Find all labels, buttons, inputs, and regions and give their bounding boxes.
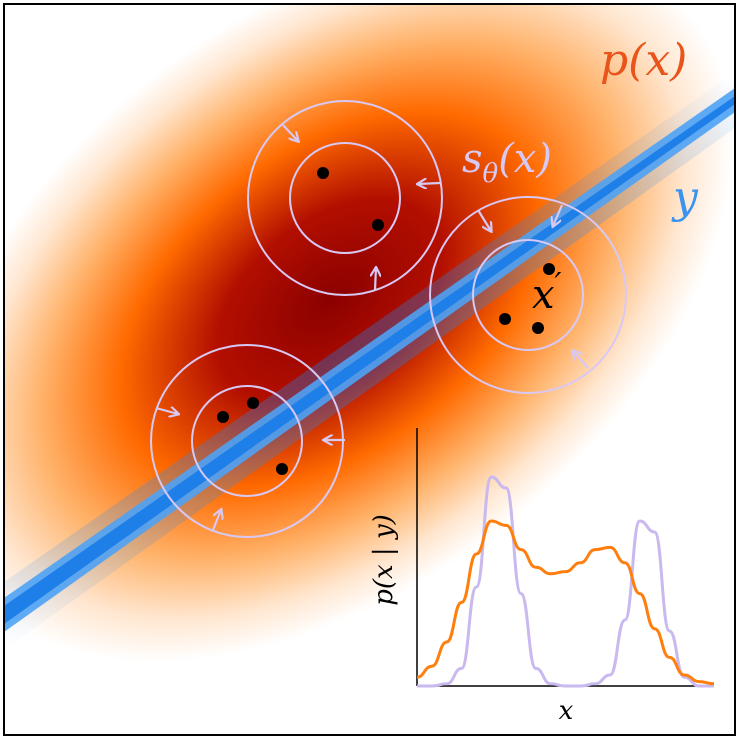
inner-circle [191,385,303,497]
inset-y-label: p(x | y) [369,514,399,606]
sample-point [247,397,259,409]
inner-circle [289,142,401,254]
frame [3,3,736,736]
sample-point [532,322,544,334]
sample-point [543,263,555,275]
sample-point [499,313,511,325]
sample-point [276,463,288,475]
sample-point [217,411,229,423]
inset-series-0 [417,475,714,688]
density-label: p(x) [600,35,687,86]
sample-points [217,167,555,475]
sample-point [372,219,384,231]
inset-series-1 [416,519,715,686]
score-label-arg: (x) [498,136,552,182]
score-label-s: s [462,136,483,182]
sample-point [317,167,329,179]
sample-label-x: x [532,272,555,318]
outer-circle [247,100,443,296]
score-label-theta: θ [483,159,499,189]
sample-label: x′ [532,267,562,318]
score-circles-top [247,100,443,296]
inner-circle [472,239,584,351]
score-label: sθ(x) [462,136,552,189]
score-circles-right [429,196,627,394]
measurement-label: y [671,172,699,223]
inward-arrow-icon [155,124,589,531]
inset-x-label: x [559,696,574,726]
sample-label-prime: ′ [555,267,562,302]
outer-circle [429,196,627,394]
inset-chart: x p(x | y) [369,428,715,726]
inset-series [416,475,715,688]
